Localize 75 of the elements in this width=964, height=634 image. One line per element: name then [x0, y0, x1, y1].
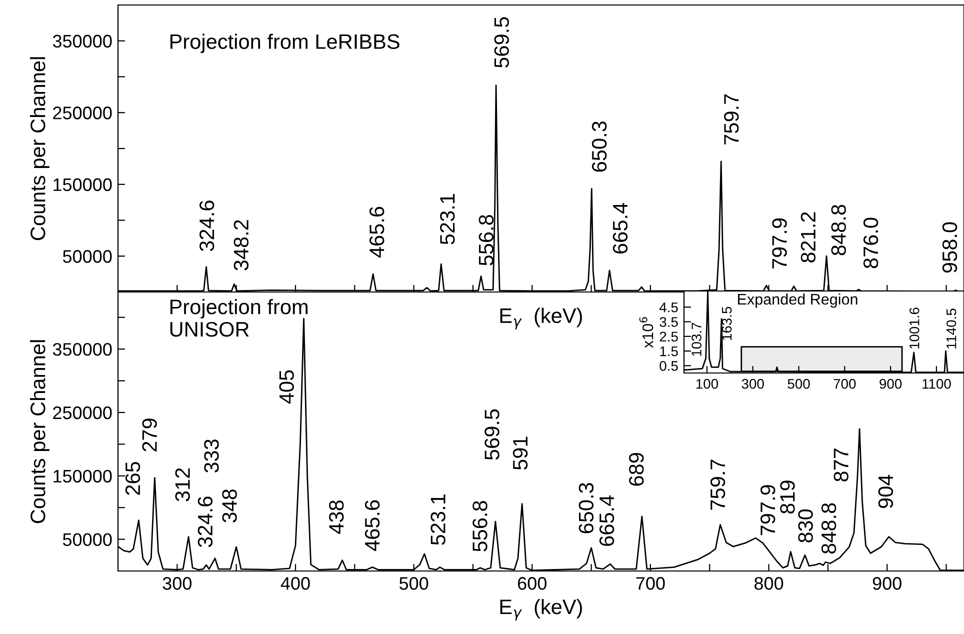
y-tick-label: 350000 [52, 343, 112, 356]
annotation: 348.2 [234, 220, 249, 270]
annotation: 569.5 [484, 409, 500, 460]
y-axis-title: Counts per Channel [30, 340, 50, 524]
annotation: 848.8 [831, 204, 846, 256]
annotation: 556.8 [472, 501, 488, 552]
annotation: 591 [512, 436, 528, 470]
annotation: 265 [125, 462, 140, 495]
annotation: 333 [204, 440, 219, 473]
annotation: 163.5 [722, 306, 732, 340]
x-tick-label: 500 [399, 577, 428, 590]
y-axis-title: Counts per Channel [30, 57, 50, 240]
annotation: 348 [222, 489, 237, 522]
x-tick-label: 700 [636, 577, 665, 590]
annotation: 876.0 [863, 218, 878, 268]
annotation: 759.7 [710, 460, 726, 510]
annotation: 1140.5 [946, 308, 956, 348]
annotation: 650.3 [578, 483, 594, 534]
x-tick-label: 800 [754, 577, 784, 590]
x-tick-label: 300 [742, 378, 764, 389]
annotation: 958.0 [942, 222, 958, 273]
annotation: 465.6 [364, 500, 380, 552]
annotation: 848.8 [821, 503, 836, 554]
y-tick-label: 250000 [53, 106, 112, 120]
annotation: 1001.6 [909, 308, 920, 348]
annotation: 569.5 [494, 17, 509, 68]
x-tick-label: 600 [518, 577, 546, 590]
x-tick-label: 900 [880, 378, 902, 389]
annotation: 904 [878, 474, 894, 508]
annotation: 797.9 [760, 485, 776, 536]
band-label: Expanded Region [738, 293, 858, 308]
annotation: 405 [279, 370, 294, 404]
annotation: 465.6 [369, 206, 384, 258]
y-tick-label: 2.5 [660, 332, 678, 342]
x-tick-label: 900 [872, 577, 902, 590]
annotation: 830 [798, 509, 813, 542]
x-axis-title: E$_{γ}$ (keV) [500, 598, 582, 620]
annotation: 877 [834, 448, 848, 482]
text: Projection from UNISOR [170, 298, 308, 337]
annotation: 103.7 [692, 322, 702, 356]
text: Projection from LeRIBBS [170, 34, 400, 54]
annotation: 797.9 [772, 218, 787, 269]
annotation: 759.7 [724, 94, 739, 144]
annotation: 819 [780, 480, 795, 514]
annotation: 689 [629, 452, 644, 486]
annotation: 665.4 [599, 495, 614, 546]
annotation: 556.8 [478, 214, 494, 266]
x-tick-label: 400 [280, 577, 310, 590]
y-tick-label: 150000 [54, 470, 112, 483]
x-tick-label: 700 [834, 378, 856, 389]
annotation: 312 [175, 468, 190, 502]
x-tick-label: 1100 [922, 378, 951, 389]
y-tick-label: 3.5 [660, 317, 678, 327]
y-axis-title: x10$^{6}$ [639, 317, 654, 348]
annotation: 523.1 [430, 494, 446, 545]
y-tick-label: 50000 [62, 533, 112, 546]
y-tick-label: 250000 [53, 406, 112, 420]
y-tick-label: 350000 [52, 34, 112, 48]
annotation: 279 [142, 418, 157, 452]
y-tick-label: 4.5 [659, 302, 678, 312]
annotation: 438 [329, 500, 344, 534]
y-tick-label: 0.5 [660, 361, 678, 371]
annotation: 523.1 [440, 194, 455, 244]
x-tick-label: 300 [162, 577, 192, 590]
y-tick-label: 50000 [62, 250, 112, 263]
x-tick-label: 500 [788, 378, 810, 389]
annotation: 650.3 [592, 121, 607, 172]
annotation: 821.2 [800, 212, 816, 262]
x-axis-title: E$_{γ}$ (keV) [500, 308, 582, 330]
y-tick-label: 1.5 [660, 346, 678, 356]
x-tick-label: 100 [696, 378, 718, 389]
annotation: 665.4 [612, 202, 628, 254]
annotation: 324.6 [198, 496, 213, 548]
annotation: 324.6 [199, 200, 214, 252]
y-tick-label: 150000 [54, 178, 112, 192]
